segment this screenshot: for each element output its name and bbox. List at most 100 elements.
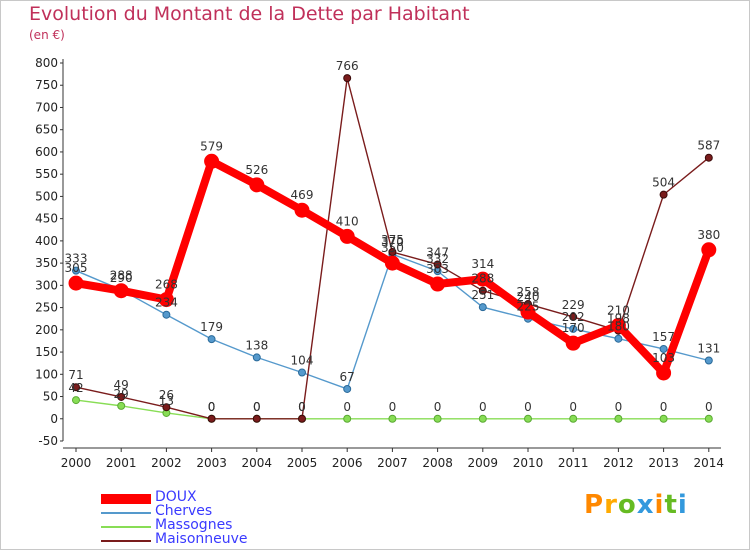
data-point-cherves bbox=[252, 353, 261, 362]
legend-label-doux: DOUX bbox=[155, 489, 197, 505]
legend-item-massognes[interactable]: Massognes bbox=[101, 517, 301, 534]
data-point-cherves bbox=[478, 303, 487, 312]
data-point-massognes bbox=[569, 414, 578, 423]
data-point-massognes bbox=[72, 396, 80, 405]
data-label-massognes: 0 bbox=[705, 400, 713, 414]
legend-label-maisonneuve: Maisonneuve bbox=[155, 531, 248, 547]
x-tick-label: 2008 bbox=[422, 456, 453, 470]
data-label-maisonneuve: 0 bbox=[208, 400, 216, 414]
data-point-doux bbox=[204, 153, 220, 169]
y-tick-label: 200 bbox=[35, 323, 58, 337]
legend-item-doux[interactable]: DOUX bbox=[101, 489, 301, 506]
proxiti-logo: Proxiti bbox=[584, 490, 688, 520]
data-label-doux: 380 bbox=[697, 228, 720, 242]
x-tick-label: 2012 bbox=[603, 456, 634, 470]
logo-letter: x bbox=[636, 490, 655, 520]
data-label-cherves: 234 bbox=[155, 296, 178, 310]
data-point-cherves bbox=[343, 384, 352, 393]
data-label-massognes: 0 bbox=[434, 400, 442, 414]
data-label-maisonneuve: 587 bbox=[697, 139, 720, 153]
x-tick-label: 2010 bbox=[513, 456, 544, 470]
data-label-cherves: 370 bbox=[381, 235, 404, 249]
data-label-massognes: 13 bbox=[159, 394, 174, 408]
data-label-massognes: 0 bbox=[389, 400, 397, 414]
x-tick-label: 2006 bbox=[332, 456, 363, 470]
data-point-maisonneuve bbox=[704, 153, 713, 162]
data-label-maisonneuve: 26 bbox=[159, 388, 174, 402]
data-point-maisonneuve bbox=[72, 383, 80, 392]
legend-item-cherves[interactable]: Cherves bbox=[101, 503, 301, 520]
chart-title: Evolution du Montant de la Dette par Hab… bbox=[29, 3, 470, 25]
data-point-cherves bbox=[614, 334, 623, 343]
data-point-doux bbox=[158, 292, 174, 308]
data-point-massognes bbox=[388, 414, 397, 423]
x-tick-label: 2000 bbox=[61, 456, 92, 470]
data-label-cherves: 104 bbox=[291, 354, 314, 368]
data-point-massognes bbox=[433, 414, 442, 423]
data-point-doux bbox=[520, 304, 536, 320]
legend-swatch-massognes bbox=[101, 526, 151, 528]
x-tick-label: 2001 bbox=[106, 456, 137, 470]
x-tick-label: 2009 bbox=[468, 456, 499, 470]
data-label-cherves: 180 bbox=[607, 320, 630, 334]
data-point-cherves bbox=[298, 368, 306, 377]
data-point-maisonneuve bbox=[207, 414, 216, 423]
data-point-doux bbox=[610, 317, 626, 333]
data-label-massognes: 29 bbox=[114, 387, 129, 401]
data-point-maisonneuve bbox=[343, 74, 352, 83]
data-label-maisonneuve: 347 bbox=[426, 245, 449, 259]
data-point-doux bbox=[384, 255, 400, 271]
data-point-maisonneuve bbox=[298, 414, 306, 423]
y-tick-label: 750 bbox=[35, 78, 58, 92]
data-point-doux bbox=[294, 202, 310, 218]
data-point-doux bbox=[656, 365, 672, 381]
data-label-maisonneuve: 288 bbox=[471, 272, 494, 286]
data-point-doux bbox=[430, 276, 446, 292]
x-tick-label: 2003 bbox=[196, 456, 227, 470]
data-label-cherves: 290 bbox=[110, 271, 133, 285]
legend-label-massognes: Massognes bbox=[155, 517, 233, 533]
y-tick-label: 350 bbox=[35, 256, 58, 270]
data-point-massognes bbox=[659, 414, 668, 423]
data-label-cherves: 157 bbox=[652, 330, 675, 344]
data-label-maisonneuve: 0 bbox=[298, 400, 306, 414]
data-label-cherves: 202 bbox=[562, 310, 585, 324]
legend-swatch-cherves bbox=[101, 512, 151, 514]
data-point-doux bbox=[339, 228, 355, 244]
data-label-doux: 410 bbox=[336, 214, 359, 228]
data-point-cherves bbox=[704, 356, 713, 365]
data-point-massognes bbox=[478, 414, 487, 423]
data-label-cherves: 131 bbox=[697, 342, 720, 356]
legend-item-maisonneuve[interactable]: Maisonneuve bbox=[101, 531, 301, 548]
data-label-massognes: 0 bbox=[524, 400, 532, 414]
data-point-massognes bbox=[117, 401, 126, 410]
data-label-maisonneuve: 229 bbox=[562, 298, 585, 312]
x-tick-label: 2013 bbox=[648, 456, 679, 470]
data-label-doux: 469 bbox=[291, 188, 314, 202]
data-point-cherves bbox=[72, 266, 80, 275]
data-label-doux: 268 bbox=[155, 278, 178, 292]
data-label-massognes: 0 bbox=[569, 400, 577, 414]
data-label-doux: 579 bbox=[200, 139, 223, 153]
data-label-doux: 314 bbox=[471, 257, 494, 271]
data-label-maisonneuve: 766 bbox=[336, 59, 359, 73]
data-point-maisonneuve bbox=[433, 260, 442, 269]
data-label-cherves: 333 bbox=[65, 252, 88, 266]
data-label-massognes: 42 bbox=[68, 381, 83, 395]
x-tick-label: 2014 bbox=[694, 456, 725, 470]
data-point-maisonneuve bbox=[252, 414, 261, 423]
y-tick-label: 0 bbox=[50, 412, 58, 426]
data-point-massognes bbox=[614, 414, 623, 423]
logo-letter: r bbox=[604, 490, 618, 520]
data-label-doux: 350 bbox=[381, 241, 404, 255]
y-tick-label: 550 bbox=[35, 167, 58, 181]
data-label-maisonneuve: 258 bbox=[517, 285, 540, 299]
data-label-cherves: 225 bbox=[517, 300, 540, 314]
data-label-cherves: 179 bbox=[200, 320, 223, 334]
y-tick-label: 800 bbox=[35, 56, 58, 70]
data-point-doux bbox=[701, 242, 717, 258]
logo-letter: t bbox=[664, 490, 678, 520]
data-point-maisonneuve bbox=[659, 190, 668, 199]
